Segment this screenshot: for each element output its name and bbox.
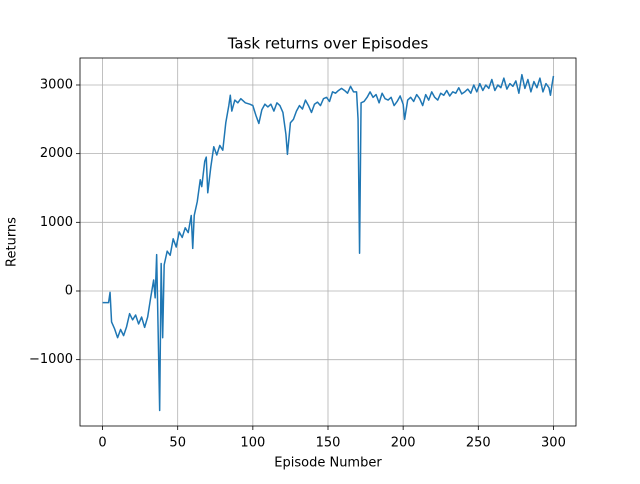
line-series (102, 73, 555, 412)
x-tick-label: 200 (391, 436, 416, 451)
y-tick-label: 1000 (40, 215, 73, 230)
y-axis-label: Returns (5, 217, 20, 267)
y-tick-label: 0 (65, 283, 73, 298)
plot-frame (79, 57, 577, 427)
x-tick-label: 250 (466, 436, 491, 451)
y-tick-label: 2000 (40, 146, 73, 161)
y-tick-label: −1000 (29, 352, 73, 367)
x-tick-label: 150 (316, 436, 341, 451)
x-tick-label: 300 (541, 436, 566, 451)
chart-title: Task returns over Episodes (227, 35, 429, 53)
x-tick-label: 0 (98, 436, 106, 451)
x-axis-label: Episode Number (274, 456, 382, 471)
y-tick-label: 3000 (40, 77, 73, 92)
x-tick-label: 50 (169, 436, 186, 451)
x-tick-label: 100 (240, 436, 265, 451)
